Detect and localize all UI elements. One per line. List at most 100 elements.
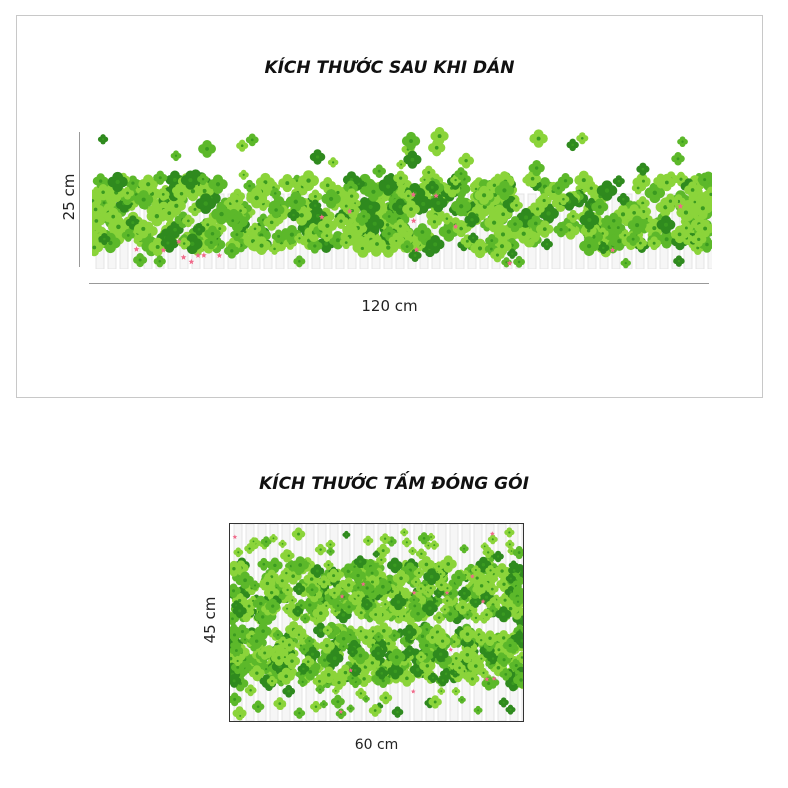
clover-icon: [92, 212, 106, 230]
clover-icon: [245, 133, 259, 147]
clover-icon: [251, 700, 265, 713]
clover-icon: [257, 557, 271, 571]
clover-icon: [230, 643, 244, 658]
clover-icon: [291, 527, 306, 541]
clover-icon: [417, 532, 431, 545]
clover-icon: [300, 613, 311, 624]
clover-icon: [266, 675, 278, 687]
clover-icon: [501, 257, 512, 268]
clover-icon: [248, 665, 265, 682]
clover-icon: [458, 152, 475, 169]
clover-icon: [626, 232, 640, 246]
clover-icon: [566, 209, 580, 223]
clover-icon: [441, 595, 453, 607]
clover-icon: [658, 173, 676, 192]
clover-icon: [376, 554, 387, 566]
clover-icon: [236, 571, 254, 590]
clover-icon: [133, 219, 153, 239]
clover-icon: [375, 666, 389, 680]
package-title: KÍCH THƯỚC TẤM ĐÓNG GÓI: [259, 474, 529, 494]
clover-icon: [502, 638, 518, 653]
star-flower-icon: [469, 573, 475, 579]
clover-icon: [297, 662, 310, 675]
clover-icon: [430, 127, 449, 146]
clover-icon: [333, 213, 349, 229]
clover-icon: [312, 604, 330, 622]
clover-icon: [285, 191, 306, 212]
clover-icon: [457, 586, 472, 600]
clover-icon: [435, 569, 446, 579]
clover-icon: [267, 201, 285, 219]
clover-icon: [402, 200, 420, 219]
clover-icon: [485, 233, 499, 248]
clover-icon: [417, 555, 435, 573]
clover-icon: [269, 534, 278, 543]
clover-icon: [156, 188, 170, 201]
clover-icon: [386, 557, 403, 574]
clover-icon: [579, 236, 600, 257]
clover-icon: [282, 549, 295, 562]
clover-icon: [292, 605, 304, 617]
clover-icon: [372, 164, 386, 178]
clover-icon: [365, 214, 385, 234]
clover-icon: [230, 583, 241, 599]
clover-icon: [439, 555, 457, 573]
clover-icon: [647, 236, 662, 251]
star-flower-icon: [489, 531, 495, 536]
clover-icon: [455, 599, 471, 615]
width-dimension-line: [89, 283, 709, 284]
clover-icon: [98, 232, 111, 246]
clover-icon: [427, 214, 442, 230]
clover-icon: [462, 609, 473, 620]
clover-icon: [378, 177, 398, 196]
clover-icon: [415, 651, 427, 663]
clover-icon: [244, 543, 255, 554]
clover-icon: [292, 582, 306, 596]
clover-icon: [676, 203, 696, 223]
clover-icon: [280, 652, 290, 662]
clover-icon: [480, 542, 489, 551]
star-flower-icon: [232, 534, 238, 540]
clover-icon: [512, 596, 523, 607]
clover-icon: [277, 667, 295, 685]
clover-icon: [393, 170, 409, 186]
clover-icon: [310, 564, 325, 578]
clover-icon: [401, 131, 421, 151]
clover-icon: [464, 212, 480, 228]
clover-icon: [425, 630, 439, 645]
clover-icon: [473, 577, 490, 594]
clover-icon: [413, 567, 425, 579]
after-install-width-label: 120 cm: [361, 297, 418, 315]
clover-icon: [249, 537, 258, 546]
clover-icon: [355, 687, 367, 699]
star-flower-icon: [188, 258, 195, 265]
clover-icon: [257, 646, 272, 660]
clover-icon: [280, 567, 292, 579]
clover-icon: [470, 238, 490, 259]
clover-icon: [465, 671, 480, 686]
clover-border-sticker: [92, 124, 712, 269]
clover-icon: [338, 641, 349, 652]
clover-icon: [319, 700, 328, 709]
clover-icon: [309, 149, 326, 165]
clover-icon: [516, 651, 523, 664]
clover-icon: [223, 243, 240, 259]
clover-icon: [670, 225, 689, 244]
clover-icon: [616, 192, 630, 206]
clover-icon: [505, 573, 516, 584]
clover-icon: [293, 707, 306, 719]
clover-icon: [458, 695, 466, 704]
clover-icon: [259, 575, 276, 592]
star-flower-icon: [413, 246, 420, 253]
clover-icon: [401, 537, 412, 548]
clover-icon: [485, 565, 496, 576]
clover-icon: [408, 248, 422, 263]
clover-icon: [442, 583, 453, 594]
clover-icon: [318, 637, 335, 654]
clover-icon: [226, 214, 240, 228]
clover-icon: [265, 598, 281, 614]
clover-icon: [309, 199, 322, 212]
clover-icon: [334, 606, 352, 624]
clover-icon: [317, 575, 331, 589]
clover-icon: [269, 187, 282, 200]
